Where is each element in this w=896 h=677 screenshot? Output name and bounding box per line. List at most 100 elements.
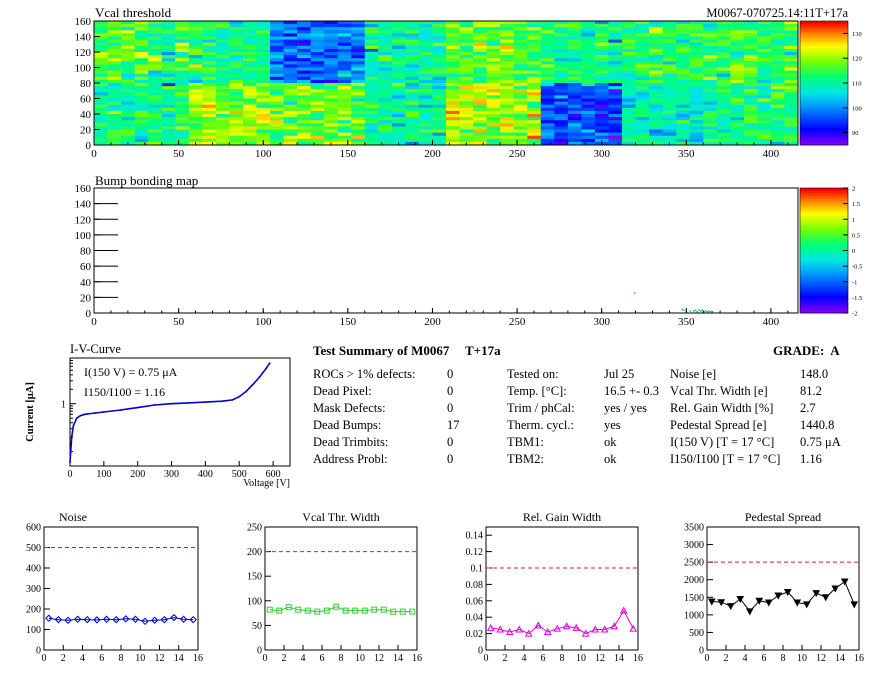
trend-data-point: [295, 606, 302, 613]
heatmap-cell: [391, 83, 406, 87]
heatmap-cell: [784, 107, 799, 112]
heatmap-cell: [689, 126, 704, 130]
trend-x-tick-label: 2: [503, 653, 508, 664]
heatmap-cell: [107, 135, 122, 140]
heatmap-cell: [500, 61, 515, 65]
heatmap-cell: [554, 123, 569, 127]
trend-data-point: [581, 629, 590, 637]
heatmap-cell: [513, 64, 528, 68]
heatmap-cell: [148, 39, 163, 44]
heatmap-cell: [757, 21, 772, 25]
heatmap-cell: [378, 61, 393, 65]
heatmap-cell: [513, 89, 528, 93]
heatmap-cell: [270, 64, 284, 68]
heatmap-cell: [202, 21, 217, 25]
heatmap-cell: [94, 129, 108, 133]
iv-x-tick-label: 600: [266, 469, 281, 480]
colorbar-swatch: [800, 215, 848, 219]
heatmap-cell: [324, 120, 339, 124]
heatmap-cell: [703, 123, 718, 127]
heatmap-cell: [175, 24, 190, 28]
performance-row: Noise [e] 148.0: [670, 366, 870, 383]
heatmap-cell: [662, 126, 677, 130]
heatmap-cell: [743, 73, 758, 78]
heatmap-cell: [297, 120, 312, 124]
heatmap-cell: [94, 126, 108, 130]
heatmap-cell: [513, 92, 528, 96]
heatmap-cell: [242, 120, 257, 124]
heatmap-cell: [500, 27, 515, 31]
heatmap-cell: [743, 55, 758, 59]
heatmap-cell: [662, 70, 677, 75]
heatmap-cell: [527, 61, 542, 65]
heatmap-cell: [161, 73, 176, 78]
heatmap-cell: [242, 104, 257, 109]
colorbar-swatch: [800, 273, 848, 276]
heatmap-cell: [486, 39, 501, 44]
iv-data-point: [187, 402, 190, 404]
trend-data-point: [610, 622, 619, 630]
bump-map-panel: 0 50 100 150 200 250 300 350 4000204060801001201…: [75, 183, 863, 328]
heatmap-cell: [324, 89, 339, 93]
heatmap-cell: [676, 126, 691, 130]
heatmap-cell: [121, 42, 136, 47]
heatmap-cell: [676, 45, 691, 50]
heatmap-cell: [297, 70, 312, 75]
heatmap-cell: [594, 135, 609, 140]
heatmap-cell: [161, 52, 176, 56]
heatmap-cell: [459, 114, 474, 118]
heatmap-cell: [378, 86, 393, 90]
heatmap-cell: [405, 55, 420, 59]
heatmap-cell: [608, 110, 623, 115]
heatmap-cell: [730, 104, 745, 109]
heatmap-cell: [567, 67, 582, 71]
heatmap-cell: [784, 129, 799, 133]
heatmap-cell: [134, 138, 149, 143]
heatmap-cell: [459, 120, 474, 124]
heatmap-cell: [622, 107, 636, 112]
colorbar-swatch: [800, 132, 848, 136]
colorbar-swatch: [800, 225, 848, 229]
heatmap-cell: [676, 110, 691, 115]
heatmap-cell: [716, 33, 731, 37]
trend-data-point: [323, 607, 330, 614]
heatmap-cell: [581, 36, 596, 40]
heatmap-cell: [405, 42, 420, 47]
heatmap-cell: [743, 36, 758, 40]
heatmap-cell: [215, 114, 230, 118]
heatmap-cell: [337, 58, 352, 62]
heatmap-cell: [364, 64, 379, 68]
heatmap-cell: [229, 117, 244, 121]
heatmap-cell: [662, 61, 677, 65]
trend-y-tick-label: 1000: [684, 610, 704, 621]
heatmap-cell: [594, 76, 609, 81]
heatmap-cell: [567, 30, 582, 34]
heatmap-cell: [500, 83, 515, 87]
heatmap-cell: [242, 76, 257, 81]
heatmap-cell: [770, 24, 785, 28]
performance-value: 2.7: [800, 401, 816, 415]
heatmap-cell: [107, 89, 122, 93]
heatmap-cell: [148, 132, 163, 137]
heatmap-cell: [554, 55, 569, 59]
heatmap-cell: [202, 45, 217, 50]
heatmap-cell: [391, 104, 406, 109]
heatmap-cell: [649, 21, 664, 25]
heatmap-cell: [676, 27, 691, 31]
heatmap-cell: [283, 98, 298, 102]
heatmap-cell: [757, 117, 772, 121]
trend-data-point: [562, 622, 571, 630]
trend-x-tick-label: 10: [135, 653, 145, 664]
heatmap-cell: [418, 27, 433, 31]
heatmap-cell: [608, 141, 623, 146]
heatmap-cell: [649, 70, 664, 75]
heatmap-cell: [689, 117, 704, 121]
heatmap-cell: [175, 86, 190, 90]
heatmap-cell: [770, 120, 785, 124]
heatmap-cell: [554, 70, 569, 75]
heatmap-cell: [256, 110, 271, 115]
heatmap-cell: [676, 42, 691, 47]
heatmap-cell: [554, 138, 569, 143]
heatmap-cell: [175, 42, 190, 47]
colorbar-swatch: [800, 100, 848, 104]
